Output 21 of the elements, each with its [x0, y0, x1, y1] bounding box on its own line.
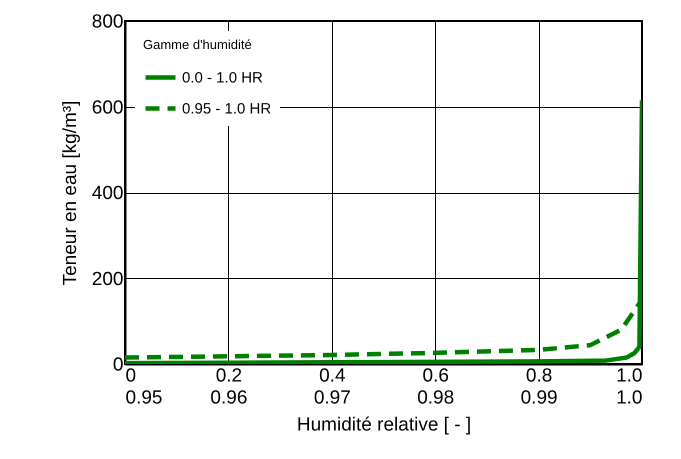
- legend-label: 0.95 - 1.0 HR: [182, 100, 272, 118]
- x-axis-title: Humidité relative [ - ]: [296, 414, 472, 436]
- y-tick-label: 400: [92, 183, 124, 204]
- legend-label: 0.0 - 1.0 HR: [182, 70, 264, 86]
- x-tick-label: 0.4: [319, 366, 346, 386]
- x-tick-label: 0: [126, 366, 136, 386]
- x2-tick-label: 0.96: [210, 388, 248, 408]
- x-tick-label: 1.0: [616, 366, 642, 386]
- y-axis-title: Teneur en eau [kg/m³]: [60, 100, 81, 286]
- x-tick-label: 0.8: [526, 366, 552, 386]
- y-tick-label: 200: [92, 268, 124, 290]
- y-tick-label: 600: [92, 97, 124, 118]
- x-tick-label: 0.2: [216, 366, 242, 386]
- x2-tick-label: 0.95: [126, 388, 162, 408]
- x2-tick-label: 0.98: [417, 388, 454, 408]
- x-tick-label: 0.6: [422, 366, 449, 386]
- legend-title: Gamme d'humidité: [143, 37, 252, 52]
- y-tick-label: 800: [92, 12, 124, 32]
- x2-tick-label: 0.99: [520, 388, 558, 408]
- x2-tick-label: 1.0: [616, 388, 642, 408]
- x2-tick-label: 0.97: [314, 388, 351, 408]
